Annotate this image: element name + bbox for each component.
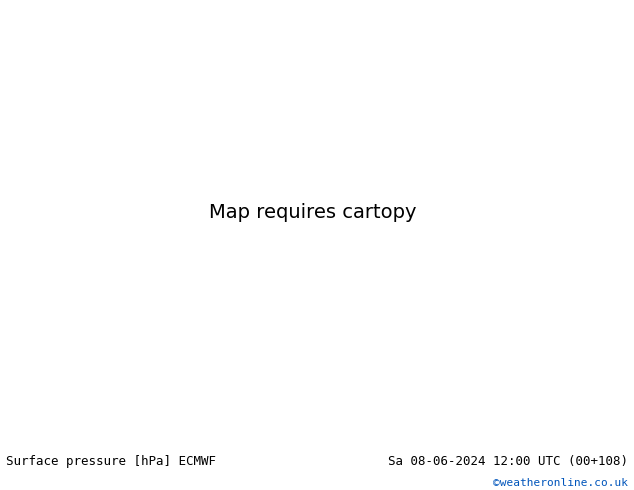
Text: ©weatheronline.co.uk: ©weatheronline.co.uk: [493, 478, 628, 489]
Text: Surface pressure [hPa] ECMWF: Surface pressure [hPa] ECMWF: [6, 455, 216, 468]
Text: Sa 08-06-2024 12:00 UTC (00+108): Sa 08-06-2024 12:00 UTC (00+108): [387, 455, 628, 468]
Text: Map requires cartopy: Map requires cartopy: [209, 203, 417, 222]
